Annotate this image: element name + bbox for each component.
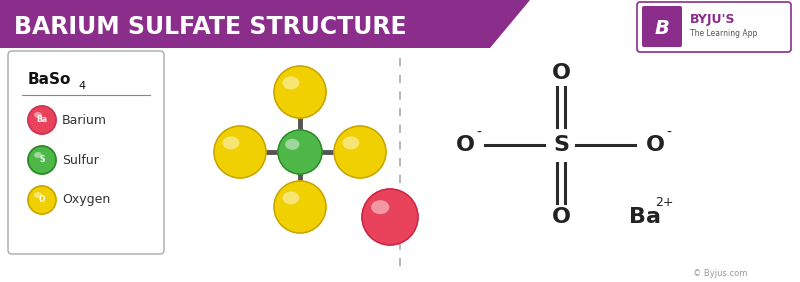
FancyBboxPatch shape xyxy=(637,2,791,52)
Text: S: S xyxy=(553,135,569,155)
Circle shape xyxy=(362,189,418,245)
FancyBboxPatch shape xyxy=(642,6,682,47)
Text: Ba: Ba xyxy=(629,207,661,227)
Circle shape xyxy=(274,66,326,118)
Ellipse shape xyxy=(282,76,299,89)
Text: S: S xyxy=(39,155,45,164)
Circle shape xyxy=(334,126,386,178)
Circle shape xyxy=(28,186,56,214)
Text: O: O xyxy=(646,135,665,155)
Text: Sulfur: Sulfur xyxy=(62,153,99,166)
Ellipse shape xyxy=(34,112,42,118)
Text: 4: 4 xyxy=(78,81,85,91)
Ellipse shape xyxy=(371,200,390,214)
Ellipse shape xyxy=(342,136,359,149)
Text: © Byjus.com: © Byjus.com xyxy=(693,270,747,279)
Text: O: O xyxy=(551,207,570,227)
Text: BYJU'S: BYJU'S xyxy=(690,14,735,27)
Ellipse shape xyxy=(285,139,299,150)
Circle shape xyxy=(278,130,322,174)
Text: The Learning App: The Learning App xyxy=(690,30,758,39)
Text: B: B xyxy=(654,19,670,38)
Circle shape xyxy=(274,181,326,233)
Text: -: - xyxy=(477,126,482,140)
Text: -: - xyxy=(666,126,671,140)
Text: O: O xyxy=(551,63,570,83)
Ellipse shape xyxy=(222,136,239,149)
Text: Oxygen: Oxygen xyxy=(62,193,110,206)
Ellipse shape xyxy=(282,191,299,204)
FancyBboxPatch shape xyxy=(8,51,164,254)
Polygon shape xyxy=(0,0,530,48)
Text: 2+: 2+ xyxy=(654,197,674,210)
Ellipse shape xyxy=(34,192,42,198)
Circle shape xyxy=(28,146,56,174)
Text: O: O xyxy=(455,135,474,155)
Text: O: O xyxy=(38,195,46,204)
Text: Ba: Ba xyxy=(37,116,47,124)
Ellipse shape xyxy=(34,152,42,158)
Text: Barium: Barium xyxy=(62,113,107,127)
Text: BaSo: BaSo xyxy=(28,72,71,87)
Circle shape xyxy=(28,106,56,134)
Text: BARIUM SULFATE STRUCTURE: BARIUM SULFATE STRUCTURE xyxy=(14,15,406,39)
Circle shape xyxy=(214,126,266,178)
